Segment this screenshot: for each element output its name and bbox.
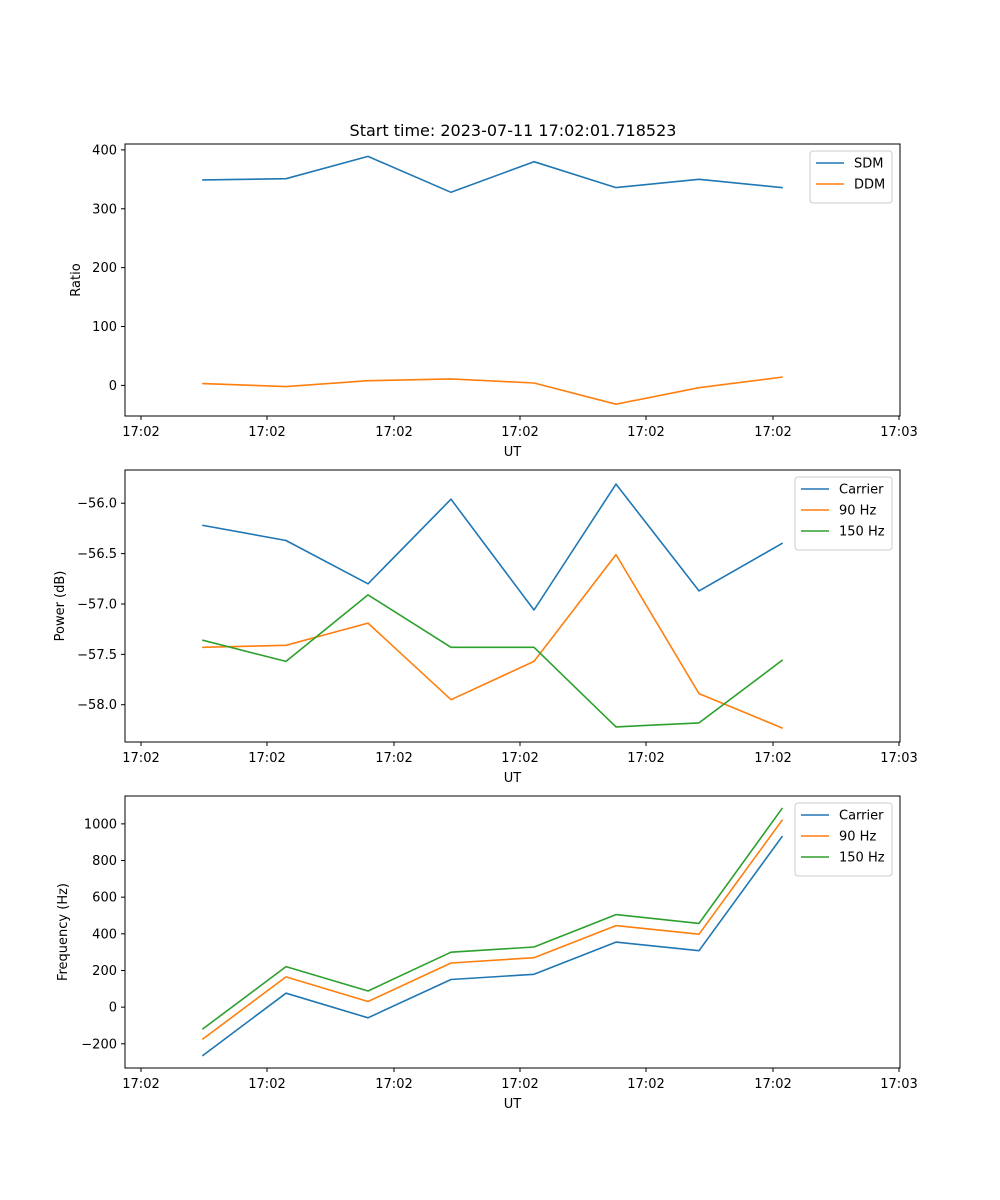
legend-box (809, 150, 893, 204)
x-tick-label: 17:03 (880, 425, 917, 440)
series-line-90-hz (202, 553, 784, 729)
x-tick-label: 17:02 (501, 751, 538, 766)
axes-frame (124, 795, 901, 1069)
y-tick-label: 400 (92, 143, 117, 158)
y-tick-label: 1000 (84, 817, 117, 832)
y-tick-label: 800 (92, 854, 117, 869)
x-tick-label: 17:02 (501, 1077, 538, 1092)
x-tick-label: 17:02 (375, 425, 412, 440)
y-tick-label: 100 (92, 320, 117, 335)
legend-label-150-hz: 150 Hz (839, 525, 885, 540)
legend-label-carrier: Carrier (839, 483, 884, 498)
x-tick-label: 17:02 (248, 751, 285, 766)
x-tick-label: 17:02 (754, 751, 791, 766)
legend-label-sdm: SDM (854, 157, 883, 172)
x-tick-label: 17:02 (122, 425, 159, 440)
y-axis-label: Ratio (69, 263, 84, 296)
series-line-carrier (202, 483, 784, 611)
x-tick-label: 17:02 (627, 1077, 664, 1092)
frequency-panel: 17:02 17:02 17:02 17:02 17:02 17:02 17:03 −200 0… (56, 795, 918, 1112)
chart-title: Start time: 2023-07-11 17:02:01.718523 (350, 121, 677, 140)
y-tick-label: 600 (92, 891, 117, 906)
series-line-sdm (202, 155, 783, 194)
x-axis-label: UT (504, 771, 522, 786)
y-tick-label: −58.0 (77, 698, 117, 713)
legend-label-90-hz: 90 Hz (839, 830, 876, 845)
series-line-carrier (201, 835, 784, 1057)
x-tick-label: 17:02 (754, 1077, 791, 1092)
x-tick-label: 17:02 (627, 425, 664, 440)
y-tick-label: 0 (109, 379, 117, 394)
series-line-150-hz (201, 807, 784, 1030)
series-line-150-hz (202, 594, 784, 728)
y-axis-label: Power (dB) (53, 571, 68, 642)
x-axis-label: UT (504, 445, 522, 460)
y-tick-label: 400 (92, 927, 117, 942)
x-tick-label: 17:02 (627, 751, 664, 766)
x-tick-label: 17:02 (375, 1077, 412, 1092)
ratio-panel: 17:02 17:02 17:02 17:02 17:02 17:02 17:03 0 100 2… (69, 143, 918, 460)
x-tick-label: 17:02 (501, 425, 538, 440)
x-tick-label: 17:02 (248, 1077, 285, 1092)
x-tick-label: 17:02 (248, 425, 285, 440)
legend-label-90-hz: 90 Hz (839, 504, 876, 519)
y-tick-label: 300 (92, 202, 117, 217)
y-tick-label: 200 (92, 964, 117, 979)
power-panel: 17:02 17:02 17:02 17:02 17:02 17:02 17:03 −58.0… (53, 469, 918, 786)
y-tick-label: −200 (81, 1037, 117, 1052)
y-tick-label: −57.5 (77, 648, 117, 663)
y-tick-label: −56.0 (77, 497, 117, 512)
x-axis-label: UT (504, 1097, 522, 1112)
y-tick-label: 200 (92, 261, 117, 276)
legend-label-ddm: DDM (854, 178, 885, 193)
x-tick-label: 17:03 (880, 1077, 917, 1092)
legend-label-carrier: Carrier (839, 809, 884, 824)
axes-frame (124, 469, 901, 743)
series-line-90-hz (201, 819, 784, 1041)
y-tick-label: −56.5 (77, 547, 117, 562)
x-tick-label: 17:02 (754, 425, 791, 440)
y-tick-label: −57.0 (77, 597, 117, 612)
x-tick-label: 17:02 (122, 1077, 159, 1092)
x-tick-label: 17:02 (122, 751, 159, 766)
x-tick-label: 17:02 (375, 751, 412, 766)
series-line-ddm (202, 376, 783, 406)
y-tick-label: 0 (109, 1001, 117, 1016)
y-axis-label: Frequency (Hz) (56, 883, 71, 981)
axes-frame (124, 143, 901, 417)
x-tick-label: 17:03 (880, 751, 917, 766)
legend-label-150-hz: 150 Hz (839, 851, 885, 866)
